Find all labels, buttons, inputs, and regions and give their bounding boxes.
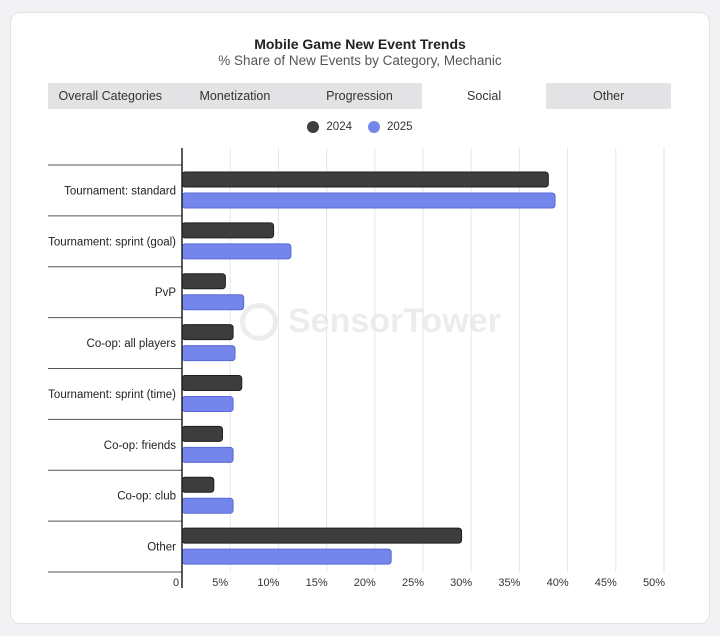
x-tick-label: 50% — [643, 577, 665, 589]
legend-label-2025: 2025 — [387, 121, 413, 133]
bar-2024 — [181, 171, 549, 188]
bar-2024 — [181, 273, 226, 290]
legend-item-2024[interactable]: 2024 — [307, 121, 352, 133]
x-tick-label: 30% — [450, 577, 472, 589]
chart-legend: 2024 2025 — [0, 121, 720, 133]
tab-monetization[interactable]: Monetization — [199, 89, 271, 103]
bar-2024 — [181, 425, 223, 442]
x-tick-label: 40% — [547, 577, 569, 589]
bar-2024 — [181, 324, 234, 341]
bar-2025 — [181, 294, 245, 311]
x-tick-label: 25% — [402, 577, 424, 589]
chart-subtitle: % Share of New Events by Category, Mecha… — [218, 53, 502, 68]
x-tick-label: 10% — [257, 577, 279, 589]
legend-label-2024: 2024 — [326, 121, 352, 133]
bar-2025 — [181, 548, 392, 565]
bar-2024 — [181, 527, 463, 544]
bar-2025 — [181, 497, 234, 514]
legend-swatch-2025 — [368, 121, 380, 133]
bar-2024 — [181, 222, 275, 239]
category-label: Co-op: club — [117, 491, 176, 503]
bar-2025 — [181, 243, 292, 260]
bar-2024 — [181, 476, 215, 493]
bar-2025 — [181, 345, 236, 362]
legend-item-2025[interactable]: 2025 — [368, 121, 413, 133]
bar-2024 — [181, 375, 243, 391]
category-label: Co-op: all players — [87, 338, 177, 350]
legend-swatch-2024 — [307, 121, 320, 133]
category-label: Tournament: standard — [64, 185, 176, 197]
x-tick-label: 20% — [354, 577, 376, 589]
bar-2025 — [181, 192, 556, 209]
category-label: Other — [147, 542, 176, 554]
tab-other[interactable]: Other — [593, 89, 625, 103]
category-label: Tournament: sprint (goal) — [48, 236, 176, 248]
tab-overall-categories[interactable]: Overall Categories — [58, 89, 163, 103]
x-tick-label: 45% — [595, 577, 617, 589]
x-tick-label: 0 — [173, 577, 179, 589]
x-tick-label: 15% — [306, 577, 328, 589]
x-tick-label: 35% — [498, 577, 520, 589]
category-label: PvP — [155, 287, 176, 299]
category-label: Tournament: sprint (time) — [48, 389, 176, 401]
bar-2025 — [181, 396, 234, 412]
tab-social[interactable]: Social — [421, 83, 547, 109]
tab-progression[interactable]: Progression — [326, 89, 393, 103]
bar-2025 — [181, 446, 234, 463]
x-tick-label: 5% — [212, 577, 228, 589]
category-label: Co-op: friends — [104, 440, 176, 452]
category-tabs: Overall Categories Monetization Progress… — [48, 83, 671, 109]
chart-title: Mobile Game New Event Trends — [254, 36, 466, 52]
